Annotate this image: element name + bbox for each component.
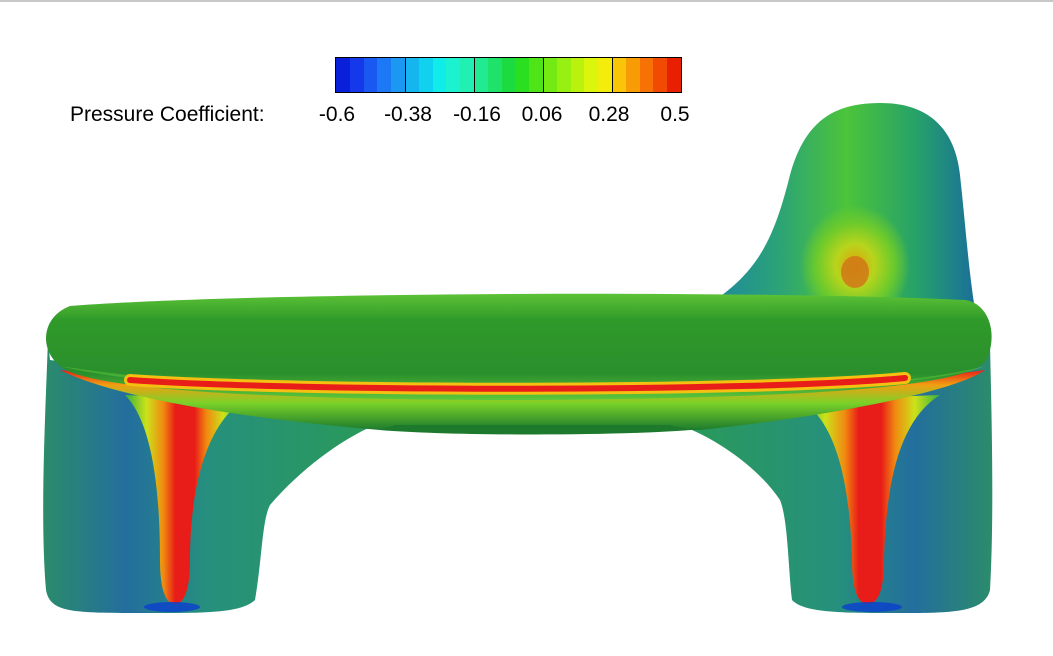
legend-tick-label: 0.06 [521,103,563,126]
vertical-fin [718,103,975,325]
legend-color-band [570,58,585,92]
legend-color-band [377,58,392,92]
legend-color-band [556,58,571,92]
color-legend-bar [335,57,682,93]
legend-color-band [404,58,419,92]
legend-color-band [515,58,530,92]
legend-color-band [418,58,433,92]
legend-color-band [349,58,364,92]
legend-tick-mark [474,58,475,92]
legend-color-band [391,58,405,92]
legend-title: Pressure Coefficient: [70,103,265,126]
legend-color-band [432,58,447,92]
legend-tick-label: 0.28 [588,103,630,126]
legend-tick-label: 0.5 [660,103,690,126]
legend-color-band [336,58,350,92]
legend-color-band [584,58,599,92]
leading-edge-stagnation-line [127,375,908,392]
legend-color-band [598,58,612,92]
top-border [0,0,1053,2]
legend-color-band [460,58,474,92]
legend-color-band [639,58,654,92]
legend-tick-label: -0.6 [318,103,356,126]
legend-tick-mark [543,58,544,92]
legend-tick-label: -0.16 [453,103,501,126]
legend-color-band [653,58,668,92]
legend-color-band [487,58,502,92]
legend-color-band [363,58,378,92]
legend-color-band [501,58,516,92]
underside-shadow [380,425,690,435]
legend-tick-mark [405,58,406,92]
legend-color-band [625,58,640,92]
legend-color-band [446,58,461,92]
deck-underside [60,370,985,430]
legend-tick-mark [612,58,613,92]
legend-color-band [611,58,626,92]
legend-color-band [473,58,488,92]
legend-color-band [529,58,543,92]
legend-color-band [667,58,681,92]
legend-color-band [542,58,557,92]
legend-tick-label: -0.38 [384,103,432,126]
